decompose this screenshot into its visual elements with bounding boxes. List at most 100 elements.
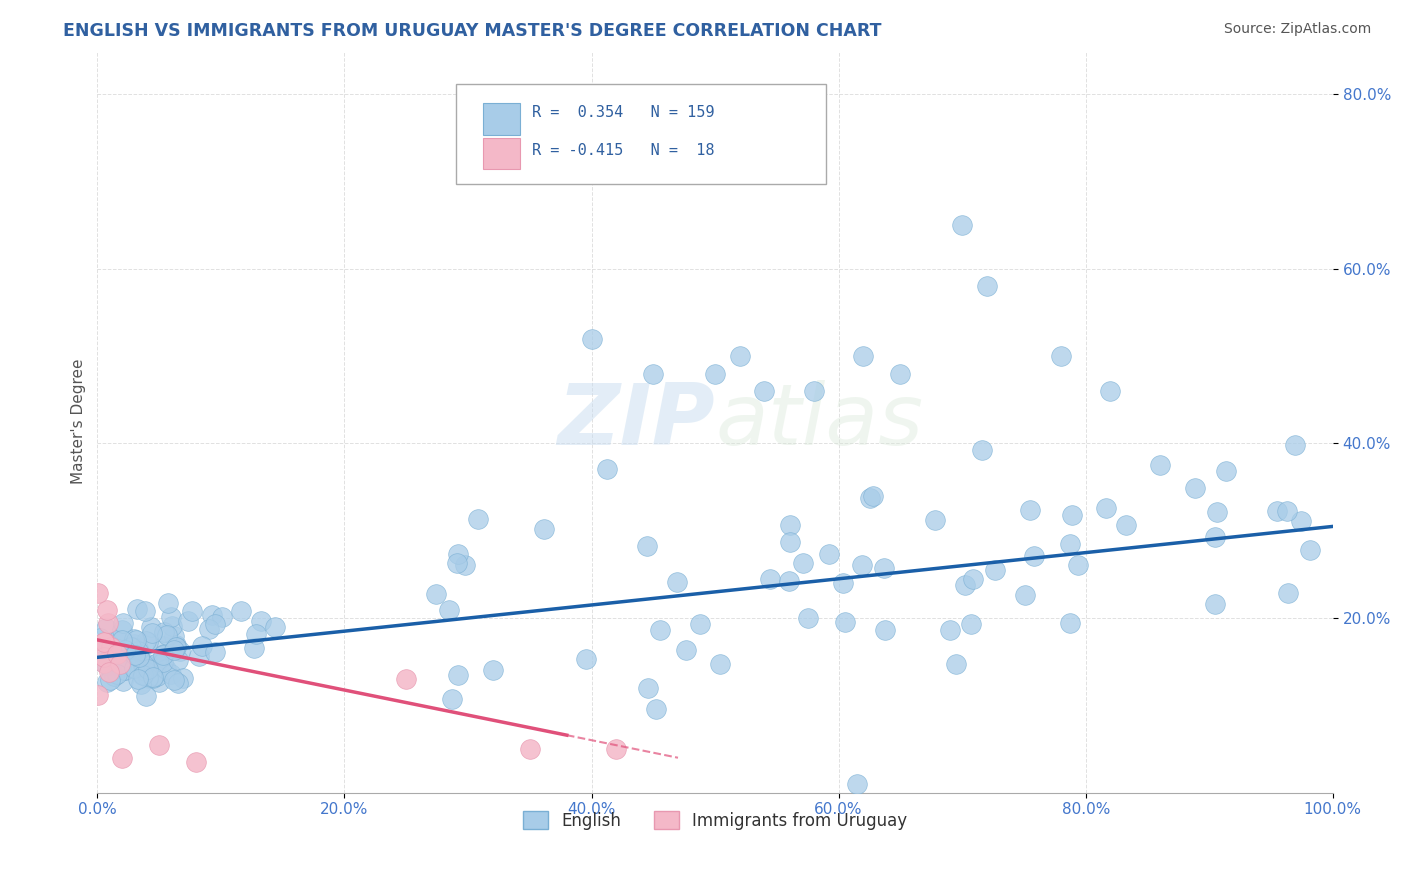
Point [264, 620, 287, 634]
Point [152, 639, 174, 653]
Point [165, 640, 187, 655]
Point [637, 681, 659, 696]
Point [704, 367, 727, 381]
Point [93, 634, 115, 648]
Point [1115, 518, 1137, 533]
Point [129, 676, 152, 690]
Point [796, 610, 818, 624]
Point [425, 587, 447, 601]
Point [94, 621, 117, 635]
Point [831, 576, 853, 591]
Point [575, 652, 598, 666]
Point [204, 645, 226, 659]
Point [1299, 542, 1322, 557]
Point [128, 649, 150, 664]
Text: atlas: atlas [716, 380, 924, 463]
Point [136, 657, 159, 672]
Point [89, 631, 111, 645]
Point [131, 668, 153, 682]
Text: ENGLISH VS IMMIGRANTS FROM URUGUAY MASTER'S DEGREE CORRELATION CHART: ENGLISH VS IMMIGRANTS FROM URUGUAY MASTE… [63, 22, 882, 40]
Point [1024, 549, 1046, 563]
Point [135, 634, 157, 648]
Point [163, 642, 186, 657]
Point [152, 647, 174, 661]
Point [519, 742, 541, 756]
FancyBboxPatch shape [456, 84, 827, 185]
Point [122, 640, 145, 654]
Point [90, 655, 112, 669]
Point [1277, 586, 1299, 600]
Point [127, 644, 149, 658]
Point [187, 648, 209, 663]
Point [595, 462, 617, 476]
Point [157, 596, 180, 610]
Point [148, 738, 170, 752]
Point [162, 673, 184, 687]
Point [970, 442, 993, 457]
Point [167, 676, 190, 690]
Point [155, 662, 177, 676]
Point [100, 665, 122, 679]
Point [155, 628, 177, 642]
Point [100, 640, 122, 654]
Point [105, 658, 128, 673]
Point [454, 558, 477, 572]
Point [643, 367, 665, 381]
Point [728, 349, 751, 363]
Point [645, 702, 668, 716]
Point [125, 602, 148, 616]
Point [945, 657, 967, 672]
Text: R =  0.354   N = 159: R = 0.354 N = 159 [533, 105, 714, 120]
Text: R = -0.415   N =  18: R = -0.415 N = 18 [533, 144, 714, 159]
Point [759, 572, 782, 586]
Point [960, 616, 983, 631]
Point [1066, 558, 1088, 572]
Point [159, 667, 181, 681]
Point [141, 620, 163, 634]
Point [1284, 437, 1306, 451]
Point [165, 640, 187, 654]
Point [96, 674, 118, 689]
Point [689, 616, 711, 631]
Point [243, 640, 266, 655]
Point [1184, 481, 1206, 495]
Point [1215, 465, 1237, 479]
Point [107, 661, 129, 675]
Text: Source: ZipAtlas.com: Source: ZipAtlas.com [1223, 22, 1371, 37]
Point [87, 586, 110, 600]
Point [180, 604, 202, 618]
Point [924, 513, 946, 527]
Point [1149, 458, 1171, 472]
Point [779, 534, 801, 549]
Point [1265, 504, 1288, 518]
Point [976, 279, 998, 293]
Point [96, 603, 118, 617]
Point [121, 640, 143, 654]
Point [666, 575, 689, 590]
Point [245, 626, 267, 640]
Point [467, 512, 489, 526]
Point [191, 640, 214, 654]
Point [124, 648, 146, 662]
Point [962, 572, 984, 586]
Point [953, 577, 976, 591]
Point [1289, 514, 1312, 528]
Point [984, 563, 1007, 577]
Point [1275, 504, 1298, 518]
Point [136, 661, 159, 675]
Point [111, 623, 134, 637]
Point [128, 650, 150, 665]
Point [122, 632, 145, 646]
Point [709, 657, 731, 671]
Point [117, 640, 139, 655]
Point [93, 635, 115, 649]
Point [792, 556, 814, 570]
Point [103, 669, 125, 683]
Point [134, 689, 156, 703]
Point [851, 558, 873, 572]
Point [136, 635, 159, 649]
Point [201, 608, 224, 623]
Point [166, 653, 188, 667]
Point [136, 662, 159, 676]
Point [169, 644, 191, 658]
